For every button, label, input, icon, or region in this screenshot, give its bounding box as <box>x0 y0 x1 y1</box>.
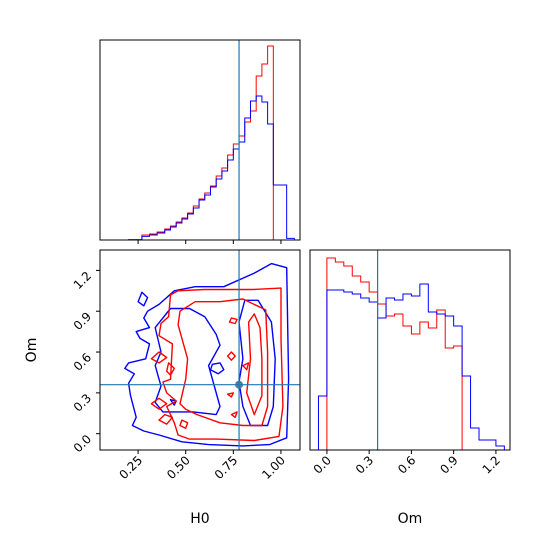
contour-red-6 <box>158 287 284 442</box>
om-axis-label-bottom: Om <box>398 511 423 527</box>
h0-marginal-ticks <box>137 240 282 244</box>
joint-x-ticks: 0.25 0.50 0.75 1.00 <box>116 450 288 482</box>
h0-x-tick-label-1: 0.50 <box>164 453 193 482</box>
contour-red-8 <box>245 313 263 416</box>
om-hist-series-blue <box>317 283 505 450</box>
h0-marginal-panel <box>99 39 301 244</box>
joint-frame <box>99 249 301 451</box>
h0-axis-label: H0 <box>190 511 209 527</box>
om-hist-series-red <box>326 257 468 451</box>
om-x-tick-label-4: 1.2 <box>480 453 503 476</box>
om-marginal-frame <box>309 249 511 451</box>
contour-blue-3 <box>137 291 149 307</box>
h0-histograms <box>128 45 295 241</box>
h0-marginal-frame <box>99 39 301 241</box>
contour-red-7 <box>177 298 269 427</box>
joint-truth-lines <box>100 250 300 450</box>
om-y-tick-label-1: 0.3 <box>71 391 94 414</box>
contour-blue-5 <box>209 362 225 375</box>
h0-x-tick-label-0: 0.25 <box>116 453 145 482</box>
joint-y-ticks: 0.0 0.3 0.6 0.9 1.2 <box>71 269 100 455</box>
om-y-tick-label-4: 1.2 <box>71 269 94 292</box>
om-histograms <box>317 257 505 451</box>
contour-red-15 <box>226 392 235 398</box>
om-x-tick-label-0: 0.0 <box>311 453 334 476</box>
contour-red-17 <box>228 317 238 325</box>
contour-red-16 <box>230 411 238 418</box>
om-marginal-panel: 0.0 0.3 0.6 0.9 1.2 Om <box>309 249 511 527</box>
contour-red-13 <box>179 419 189 429</box>
om-y-tick-label-2: 0.6 <box>71 350 94 373</box>
om-x-tick-label-1: 0.3 <box>353 453 376 476</box>
h0-hist-series-red <box>128 45 280 241</box>
contour-blue-0 <box>124 262 290 447</box>
contour-red-9 <box>150 351 168 364</box>
contour-red-11 <box>150 397 168 410</box>
contour-red-10 <box>165 362 176 376</box>
contour-red-14 <box>226 351 236 361</box>
joint-contours <box>124 262 290 447</box>
joint-panel: 0.25 0.50 0.75 1.00 0.0 0.3 0.6 0.9 1.2 H0 Om <box>24 249 301 527</box>
h0-x-tick-label-3: 1.00 <box>259 453 288 482</box>
om-x-ticks: 0.0 0.3 0.6 0.9 1.2 <box>311 450 503 477</box>
contour-red-12 <box>158 413 174 425</box>
contour-red-18 <box>242 362 250 371</box>
om-axis-label-left: Om <box>24 338 40 363</box>
h0-x-tick-label-2: 0.75 <box>212 453 241 482</box>
om-y-tick-label-3: 0.9 <box>71 309 94 332</box>
h0-hist-series-blue <box>128 95 295 241</box>
om-x-tick-label-2: 0.6 <box>395 453 418 476</box>
om-x-tick-label-3: 0.9 <box>437 453 460 476</box>
contour-blue-1 <box>154 307 221 416</box>
om-y-tick-label-0: 0.0 <box>71 432 94 455</box>
